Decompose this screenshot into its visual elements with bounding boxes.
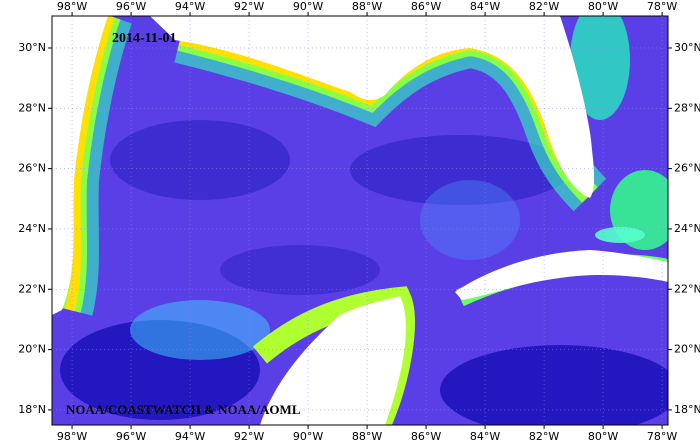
lat-tick-label: 28°N xyxy=(18,101,46,114)
lon-tick-label: 90°W xyxy=(293,0,323,13)
lon-tick-label: 92°W xyxy=(234,430,264,443)
imagery xyxy=(52,16,668,425)
lat-tick-label: 26°N xyxy=(674,162,700,175)
lon-tick-label: 98°W xyxy=(57,430,87,443)
map-frame xyxy=(51,15,669,426)
lon-tick-label: 86°W xyxy=(411,430,441,443)
lon-tick-label: 80°W xyxy=(588,0,618,13)
lat-tick-label: 20°N xyxy=(674,343,700,356)
lon-tick-label: 82°W xyxy=(529,430,559,443)
lon-tick-label: 80°W xyxy=(588,430,618,443)
lat-tick-label: 22°N xyxy=(674,282,700,295)
lat-tick-label: 22°N xyxy=(18,282,46,295)
date-label: 2014-11-01 xyxy=(112,31,177,46)
lat-tick-label: 30°N xyxy=(18,41,46,54)
lon-tick-label: 96°W xyxy=(116,430,146,443)
lon-tick-label: 98°W xyxy=(57,0,87,13)
lat-tick-label: 26°N xyxy=(18,162,46,175)
lon-tick-label: 92°W xyxy=(234,0,264,13)
lon-tick-label: 82°W xyxy=(529,0,559,13)
lon-tick-label: 84°W xyxy=(470,0,500,13)
lat-tick-label: 18°N xyxy=(18,403,46,416)
lon-tick-label: 88°W xyxy=(352,0,382,13)
lat-tick-label: 20°N xyxy=(18,343,46,356)
lon-tick-label: 86°W xyxy=(411,0,441,13)
credit-label: NOAA/COASTWATCH & NOAA/AOML xyxy=(66,402,301,417)
lat-tick-label: 28°N xyxy=(674,101,700,114)
lat-tick-label: 24°N xyxy=(18,222,46,235)
lon-tick-label: 78°W xyxy=(647,430,677,443)
lon-tick-label: 94°W xyxy=(175,430,205,443)
lon-tick-label: 96°W xyxy=(116,0,146,13)
lon-tick-label: 88°W xyxy=(352,430,382,443)
lon-tick-label: 78°W xyxy=(647,0,677,13)
lon-tick-label: 90°W xyxy=(293,430,323,443)
lon-tick-label: 84°W xyxy=(470,430,500,443)
lat-tick-label: 24°N xyxy=(674,222,700,235)
lat-tick-label: 30°N xyxy=(674,41,700,54)
lat-tick-label: 18°N xyxy=(674,403,700,416)
lon-tick-label: 94°W xyxy=(175,0,205,13)
